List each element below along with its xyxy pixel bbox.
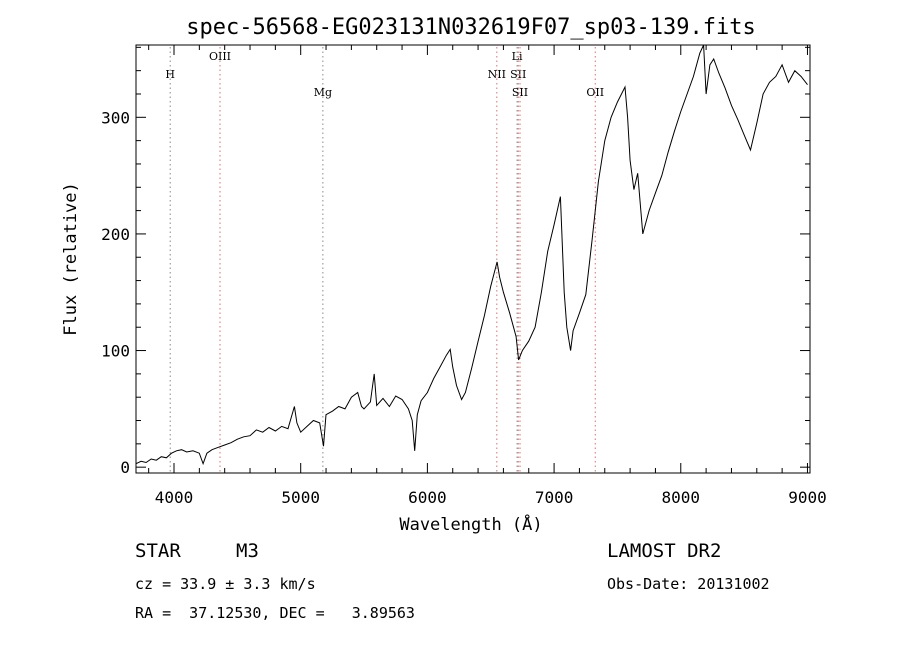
marker-label-h-0: H bbox=[165, 68, 175, 81]
axis-ticks: 4000 5000 6000 7000 8000 9000 0 100 200 300 bbox=[101, 45, 827, 507]
marker-label-sii-5: SII bbox=[510, 68, 526, 81]
observation-date: Obs-Date: 20131002 bbox=[607, 575, 770, 593]
x-tick-label-7000: 7000 bbox=[535, 488, 574, 507]
plot-frame bbox=[135, 44, 811, 474]
marker-label-oii-7: OII bbox=[586, 86, 604, 99]
redshift-velocity: cz = 33.9 ± 3.3 km/s bbox=[135, 575, 316, 593]
marker-label-sii-6: SII bbox=[512, 86, 528, 99]
x-tick-label-5000: 5000 bbox=[281, 488, 320, 507]
x-tick-label-6000: 6000 bbox=[408, 488, 447, 507]
sky-coordinates: RA = 37.12530, DEC = 3.89563 bbox=[135, 604, 415, 622]
y-tick-label-100: 100 bbox=[101, 342, 130, 361]
x-axis-label: Wavelength (Å) bbox=[399, 513, 542, 535]
marker-label-mg-2: Mg bbox=[314, 86, 332, 99]
spectral-line-markers: H OIII Mg NII Li SII SII OII bbox=[165, 47, 604, 473]
spectrum-series-line bbox=[135, 44, 808, 466]
marker-label-oiii-1: OIII bbox=[209, 50, 231, 63]
y-tick-label-0: 0 bbox=[120, 458, 130, 477]
x-tick-label-9000: 9000 bbox=[788, 488, 827, 507]
marker-label-li-4: Li bbox=[512, 50, 523, 63]
x-tick-label-4000: 4000 bbox=[155, 488, 194, 507]
y-axis-label: Flux (relative) bbox=[61, 182, 81, 336]
x-tick-label-8000: 8000 bbox=[662, 488, 701, 507]
object-class: STAR bbox=[135, 540, 181, 562]
survey-name: LAMOST DR2 bbox=[607, 540, 722, 562]
y-tick-label-200: 200 bbox=[101, 225, 130, 244]
marker-label-nii-3: NII bbox=[488, 68, 506, 81]
chart-title: spec-56568-EG023131N032619F07_sp03-139.f… bbox=[186, 15, 756, 40]
y-tick-label-300: 300 bbox=[101, 108, 130, 127]
object-subclass: M3 bbox=[236, 540, 259, 562]
